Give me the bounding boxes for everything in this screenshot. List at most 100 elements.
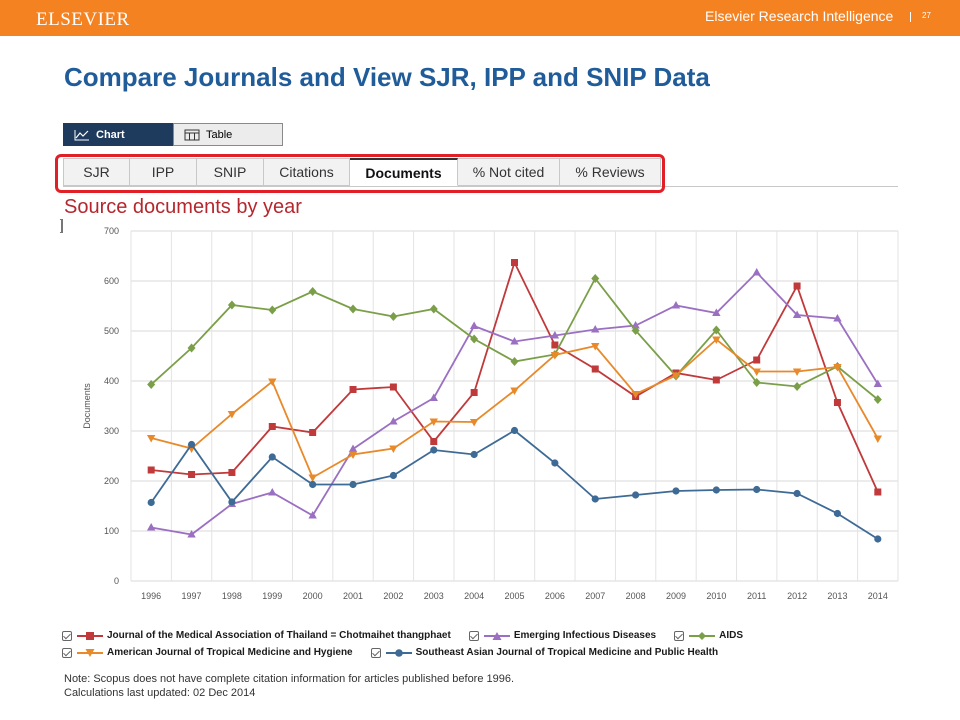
tab-reviews[interactable]: % Reviews (560, 158, 661, 186)
legend-label: Journal of the Medical Association of Th… (107, 630, 451, 641)
x-tick-label: 2009 (666, 591, 686, 601)
tab-snip[interactable]: SNIP (197, 158, 264, 186)
legend-item-jmat[interactable]: Journal of the Medical Association of Th… (62, 630, 451, 641)
x-tick-label: 2010 (706, 591, 726, 601)
y-tick-label: 400 (104, 376, 119, 386)
data-point-circle (632, 491, 640, 499)
chart-view-button[interactable]: Chart (63, 123, 173, 146)
data-point-diamond (147, 380, 156, 389)
data-point-diamond (268, 305, 277, 315)
data-point-square (430, 438, 438, 445)
data-point-square (228, 469, 236, 476)
data-point-circle (470, 450, 478, 459)
data-point-circle (874, 535, 882, 543)
data-point-triangle-down (873, 435, 883, 443)
tab-citations[interactable]: Citations (264, 158, 350, 186)
table-view-label: Table (206, 128, 233, 141)
x-tick-label: 2005 (504, 591, 524, 601)
legend-item-ajtmh[interactable]: American Journal of Tropical Medicine an… (62, 647, 353, 658)
data-point-triangle (146, 523, 156, 531)
data-point-diamond (510, 357, 519, 366)
data-point-triangle (833, 314, 842, 322)
tab-sjr[interactable]: SJR (63, 158, 130, 186)
metric-tabs: SJR IPP SNIP Citations Documents % Not c… (63, 158, 661, 186)
data-point-diamond (591, 274, 600, 283)
data-point-triangle-down (792, 368, 802, 376)
data-point-circle (712, 486, 720, 494)
x-tick-label: 2007 (585, 591, 605, 601)
legend-label: AIDS (719, 630, 744, 641)
data-point-diamond (470, 334, 479, 344)
slide-title: Compare Journals and View SJR, IPP and S… (64, 62, 710, 92)
legend-item-seajtmph[interactable]: Southeast Asian Journal of Tropical Medi… (370, 647, 718, 658)
legend-checkbox[interactable] (468, 630, 479, 641)
data-point-square (793, 282, 801, 290)
x-tick-label: 2014 (868, 591, 888, 601)
data-point-diamond (187, 343, 196, 353)
data-point-triangle (671, 301, 681, 309)
data-point-diamond (712, 325, 721, 335)
x-tick-label: 2008 (626, 591, 646, 601)
legend-checkbox[interactable] (370, 647, 381, 658)
legend-checkbox[interactable] (62, 630, 72, 641)
x-tick-label: 2012 (787, 591, 807, 601)
data-point-triangle-down (268, 378, 277, 386)
tab-not-cited[interactable]: % Not cited (458, 158, 560, 186)
square-marker-icon (77, 631, 103, 640)
header-bar: ELSEVIER Elsevier Research Intelligence … (0, 0, 960, 36)
page-number: 27 (922, 11, 931, 20)
data-point-triangle-down (429, 418, 438, 426)
data-point-square (389, 383, 397, 391)
legend-checkbox[interactable] (674, 630, 685, 641)
x-tick-label: 2006 (545, 591, 565, 601)
data-point-circle (753, 485, 761, 494)
data-point-circle (349, 480, 357, 489)
data-point-triangle-down (510, 387, 519, 395)
data-point-circle (591, 495, 599, 503)
data-point-square (874, 488, 882, 496)
note-line: Note: Scopus does not have complete cita… (64, 673, 515, 685)
data-point-circle (793, 489, 801, 498)
data-point-triangle (792, 310, 802, 318)
x-tick-label: 1998 (222, 591, 242, 601)
data-point-triangle-down (227, 411, 237, 419)
tab-underline (63, 186, 898, 187)
data-point-triangle (873, 379, 883, 387)
tabs-highlight-box (55, 154, 665, 193)
footnote: Note: Scopus does not have complete cita… (64, 672, 514, 700)
table-icon (184, 129, 200, 140)
legend-item-aids[interactable]: AIDS (674, 630, 743, 641)
x-tick-label: 1996 (141, 591, 161, 601)
data-point-triangle-down (348, 451, 358, 459)
y-tick-label: 200 (104, 476, 119, 486)
data-point-square (188, 471, 196, 478)
data-point-diamond (873, 395, 882, 404)
data-point-circle (672, 487, 680, 495)
data-point-square (712, 376, 720, 384)
x-tick-label: 2003 (424, 591, 444, 601)
tab-documents[interactable]: Documents (350, 158, 458, 186)
x-tick-label: 2011 (747, 591, 766, 601)
series-line (150, 429, 879, 540)
legend-item-eid[interactable]: Emerging Infectious Diseases (468, 630, 656, 641)
table-view-button[interactable]: Table (173, 123, 283, 146)
data-point-square (470, 389, 478, 396)
x-tick-label: 1997 (182, 591, 202, 601)
data-point-square (147, 466, 155, 474)
elsevier-logo: ELSEVIER (36, 9, 130, 30)
data-point-diamond (752, 378, 761, 387)
y-tick-label: 100 (104, 526, 119, 536)
y-tick-label: 300 (104, 426, 119, 436)
tab-ipp[interactable]: IPP (130, 158, 197, 186)
chart-view-label: Chart (96, 128, 125, 141)
data-point-square (591, 365, 599, 373)
x-tick-label: 1999 (262, 591, 282, 601)
triangle-down-marker-icon (77, 648, 103, 657)
data-point-triangle-down (550, 352, 560, 360)
data-point-triangle-down (308, 474, 317, 482)
legend-checkbox[interactable] (62, 647, 72, 658)
documents-line-chart: 0 100 200 300 400 500 600 700 1996 1997 1998 1999 20… (82, 226, 899, 601)
data-point-triangle-down (389, 445, 398, 453)
y-tick-label: 0 (114, 576, 119, 586)
data-point-triangle (348, 444, 358, 452)
